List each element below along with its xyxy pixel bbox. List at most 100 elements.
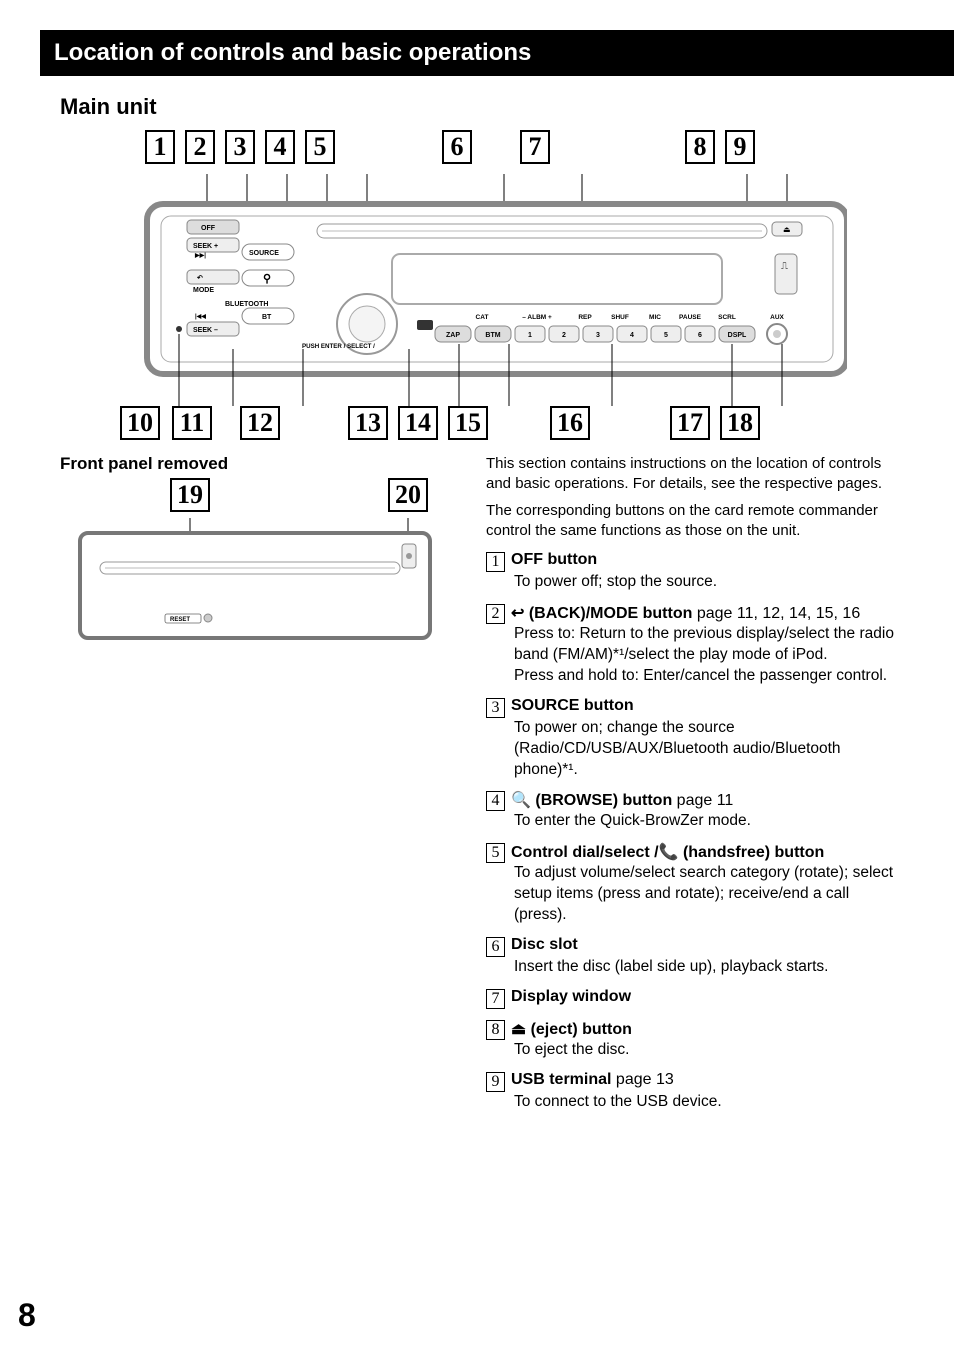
svg-text:REP: REP [578, 314, 592, 321]
callout-box: 1 [145, 130, 175, 164]
callout-box: 9 [725, 130, 755, 164]
main-unit-svg: OFF SEEK + ▶▶| SOURCE ↶ MODE ⚲ BLUETOOTH… [107, 174, 847, 406]
callout-box: 18 [720, 406, 760, 440]
item-title: OFF button [511, 551, 597, 569]
control-item: 5 Control dial/select /📞 (handsfree) butt… [486, 842, 894, 926]
svg-text:MIC: MIC [649, 314, 661, 321]
svg-text:2: 2 [562, 332, 566, 339]
callout-box: 4 [265, 130, 295, 164]
svg-text:ZAP: ZAP [446, 332, 460, 339]
item-title: Display window [511, 988, 631, 1006]
svg-text:▶▶|: ▶▶| [194, 252, 206, 259]
control-item: 2 ↩ (BACK)/MODE button page 11, 12, 14, 1… [486, 603, 894, 687]
callout-row-panel: 1920 [60, 478, 460, 518]
front-panel-svg: RESET [60, 518, 440, 648]
item-page-ref: page 13 [611, 1071, 673, 1088]
callout-box: 3 [225, 130, 255, 164]
svg-text:PUSH ENTER / SELECT /: PUSH ENTER / SELECT / [302, 343, 375, 350]
svg-text:4: 4 [630, 332, 634, 339]
svg-text:⎍: ⎍ [781, 261, 788, 272]
callout-box: 13 [348, 406, 388, 440]
item-body-line: To adjust volume/select search category … [514, 863, 894, 926]
control-item: 8 ⏏ (eject) buttonTo eject the disc. [486, 1019, 894, 1061]
control-item: 7 Display window [486, 988, 894, 1009]
svg-text:SEEK +: SEEK + [193, 243, 218, 250]
control-item: 3 SOURCE button To power on; change the so… [486, 697, 894, 781]
item-page-ref: page 11, 12, 14, 15, 16 [692, 605, 860, 622]
item-body-line: Insert the disc (label side up), playbac… [514, 957, 894, 978]
svg-text:5: 5 [664, 332, 668, 339]
main-unit-diagram: 123456789 OFF SEEK + ▶▶| SOURCE [60, 130, 894, 450]
svg-text:BLUETOOTH: BLUETOOTH [225, 301, 268, 308]
item-number-box: 5 [486, 843, 505, 863]
control-item: 4 🔍 (BROWSE) button page 11To enter the Q… [486, 790, 894, 832]
item-body-line: Press to: Return to the previous display… [514, 624, 894, 666]
item-title: Disc slot [511, 936, 578, 954]
section-header: Location of controls and basic operation… [40, 30, 954, 76]
svg-text:AUX: AUX [770, 314, 784, 321]
callout-row-top: 12345 6 7 89 [60, 130, 894, 174]
control-item: 1OFF buttonTo power off; stop the source… [486, 551, 894, 593]
callout-box: 17 [670, 406, 710, 440]
page-number: 8 [18, 1297, 36, 1334]
item-title: Control dial/select /📞 (handsfree) butto… [511, 842, 824, 862]
callout-box: 12 [240, 406, 280, 440]
callout-box: 2 [185, 130, 215, 164]
intro-paragraph: The corresponding buttons on the card re… [486, 501, 894, 542]
item-body-line: Press and hold to: Enter/cancel the pass… [514, 666, 894, 687]
item-number-box: 8 [486, 1020, 505, 1040]
svg-text:MODE: MODE [193, 287, 214, 294]
svg-text:⏏: ⏏ [783, 225, 791, 234]
item-page-ref: page 11 [672, 792, 733, 809]
svg-text:RESET: RESET [170, 617, 190, 623]
svg-text:SOURCE: SOURCE [249, 250, 279, 257]
left-column: Front panel removed 1920 RESET [60, 454, 460, 1113]
item-number-box: 2 [486, 604, 505, 624]
svg-text:3: 3 [596, 332, 600, 339]
control-item: 6 Disc slot Insert the disc (label side up… [486, 936, 894, 978]
callout-row-bottom: 10 11 12 13 14 15 16 17 18 [60, 406, 894, 450]
svg-text:CAT: CAT [476, 314, 489, 321]
item-body-line: To power on; change the source (Radio/CD… [514, 718, 894, 781]
svg-text:BTM: BTM [485, 332, 500, 339]
callout-box: 20 [388, 478, 428, 512]
svg-text:SCRL: SCRL [718, 314, 736, 321]
intro-paragraph: This section contains instructions on th… [486, 454, 894, 495]
front-panel-removed-label: Front panel removed [60, 454, 460, 474]
callout-box: 15 [448, 406, 488, 440]
item-number-box: 9 [486, 1072, 505, 1092]
svg-text:1: 1 [528, 332, 532, 339]
svg-text:BT: BT [262, 314, 272, 321]
svg-text:OFF: OFF [201, 225, 216, 232]
item-title: ⏏ (eject) button [511, 1019, 632, 1039]
item-title: 🔍 (BROWSE) button page 11 [511, 790, 733, 810]
callout-box: 8 [685, 130, 715, 164]
item-number-box: 3 [486, 698, 505, 718]
svg-text:PAUSE: PAUSE [679, 314, 702, 321]
item-body-line: To power off; stop the source. [514, 572, 894, 593]
item-body-line: To eject the disc. [514, 1040, 894, 1061]
item-number-box: 6 [486, 937, 505, 957]
callout-box: 16 [550, 406, 590, 440]
item-title: ↩ (BACK)/MODE button page 11, 12, 14, 15… [511, 603, 860, 623]
control-item-list: 1OFF buttonTo power off; stop the source… [486, 551, 894, 1113]
callout-box: 11 [172, 406, 212, 440]
svg-text:6: 6 [698, 332, 702, 339]
svg-text:SHUF: SHUF [611, 314, 629, 321]
item-title: SOURCE button [511, 697, 634, 715]
callout-box: 6 [442, 130, 472, 164]
svg-text:DSPL: DSPL [728, 332, 747, 339]
subheading: Main unit [60, 94, 894, 120]
right-column: This section contains instructions on th… [486, 454, 894, 1113]
control-item: 9USB terminal page 13To connect to the U… [486, 1071, 894, 1113]
callout-box: 14 [398, 406, 438, 440]
callout-box: 5 [305, 130, 335, 164]
item-body-line: To enter the Quick-BrowZer mode. [514, 811, 894, 832]
callout-box: 19 [170, 478, 210, 512]
callout-box: 7 [520, 130, 550, 164]
callout-box: 10 [120, 406, 160, 440]
item-title: USB terminal page 13 [511, 1071, 674, 1089]
item-number-box: 4 [486, 791, 505, 811]
item-number-box: 7 [486, 989, 505, 1009]
svg-text:SEEK –: SEEK – [193, 327, 218, 334]
